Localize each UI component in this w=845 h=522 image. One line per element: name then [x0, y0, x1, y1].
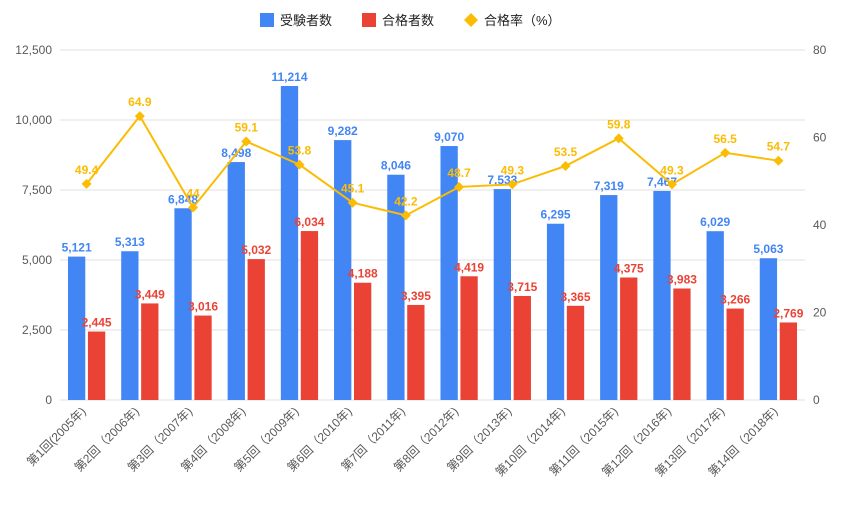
bar-examinees — [653, 191, 670, 400]
right-axis-tick: 80 — [813, 43, 827, 57]
bar-examinees — [121, 251, 138, 400]
bar-passers — [727, 309, 744, 400]
bar-label-passers: 3,449 — [135, 287, 165, 301]
pass-rate-label: 64.9 — [128, 95, 152, 109]
left-axis-tick: 0 — [45, 393, 52, 407]
pass-rate-label: 49.3 — [501, 163, 525, 177]
pass-rate-label: 56.5 — [713, 132, 737, 146]
pass-rate-label: 45.1 — [341, 182, 365, 196]
bar-examinees — [387, 175, 404, 400]
chart-svg: 0 2,500 5,000 7,500 10,000 12,500 0 20 40 60 80 5,1… — [0, 0, 845, 522]
chart-container: 0 2,500 5,000 7,500 10,000 12,500 0 20 40 60 80 5,1… — [0, 0, 845, 522]
bar-label-passers: 2,445 — [82, 316, 112, 330]
bar-examinees — [228, 162, 245, 400]
bar-passers — [354, 283, 371, 400]
pass-rate-label: 44 — [186, 187, 200, 201]
pass-rate-label: 59.8 — [607, 117, 631, 131]
bar-label-passers: 4,375 — [614, 262, 644, 276]
bar-label-passers: 4,188 — [348, 267, 378, 281]
bar-label-examinees: 5,121 — [62, 241, 92, 255]
right-axis-tick: 60 — [813, 131, 827, 145]
left-axis-tick: 5,000 — [22, 253, 52, 267]
bar-label-examinees: 5,313 — [115, 235, 145, 249]
bar-passers — [301, 231, 318, 400]
bar-passers — [460, 276, 477, 400]
bar-label-examinees: 8,046 — [381, 159, 411, 173]
bar-label-passers: 2,769 — [773, 306, 803, 320]
bar-label-examinees: 6,029 — [700, 215, 730, 229]
pass-rate-label: 59.1 — [235, 120, 259, 134]
bar-passers — [780, 322, 797, 400]
bar-label-passers: 4,419 — [454, 260, 484, 274]
bar-label-passers: 3,983 — [667, 272, 697, 286]
bar-label-passers: 3,715 — [507, 280, 537, 294]
bar-label-passers: 3,266 — [720, 293, 750, 307]
bar-examinees — [760, 258, 777, 400]
left-axis-tick: 12,500 — [15, 43, 52, 57]
left-axis-tick: 7,500 — [22, 183, 52, 197]
bar-passers — [567, 306, 584, 400]
left-axis-tick: 10,000 — [15, 113, 52, 127]
pass-rate-label: 53.8 — [288, 144, 312, 158]
bar-label-examinees: 11,214 — [271, 70, 307, 84]
bar-label-passers: 6,034 — [294, 215, 324, 229]
bar-passers — [248, 259, 265, 400]
legend-label: 受験者数 — [280, 13, 332, 28]
legend-label: 合格率（%） — [484, 13, 561, 28]
pass-rate-label: 49.3 — [660, 163, 684, 177]
bar-examinees — [494, 189, 511, 400]
bar-passers — [88, 332, 105, 400]
left-axis-tick: 2,500 — [22, 323, 52, 337]
bar-examinees — [600, 195, 617, 400]
pass-rate-marker — [773, 156, 783, 166]
legend-swatch — [260, 13, 274, 27]
bar-label-examinees: 5,063 — [753, 242, 783, 256]
bar-label-passers: 3,395 — [401, 289, 431, 303]
legend-swatch — [464, 13, 478, 27]
bar-label-passers: 3,016 — [188, 300, 218, 314]
bar-passers — [407, 305, 424, 400]
pass-rate-label: 42.2 — [394, 194, 418, 208]
bar-label-examinees: 6,295 — [541, 208, 571, 222]
bar-passers — [514, 296, 531, 400]
pass-rate-label: 54.7 — [767, 140, 791, 154]
pass-rate-label: 48.7 — [447, 166, 471, 180]
bar-label-passers: 5,032 — [241, 243, 271, 257]
legend-swatch — [362, 13, 376, 27]
right-axis-tick: 40 — [813, 218, 827, 232]
right-axis-tick: 20 — [813, 306, 827, 320]
bar-examinees — [547, 224, 564, 400]
bar-examinees — [707, 231, 724, 400]
bar-passers — [673, 288, 690, 400]
bar-label-examinees: 7,319 — [594, 179, 624, 193]
legend-label: 合格者数 — [382, 13, 434, 28]
bar-examinees — [281, 86, 298, 400]
bar-passers — [620, 278, 637, 401]
pass-rate-label: 49.4 — [75, 163, 99, 177]
bar-label-examinees: 9,070 — [434, 130, 464, 144]
bar-passers — [141, 303, 158, 400]
bar-passers — [194, 316, 211, 400]
right-axis-tick: 0 — [813, 393, 820, 407]
pass-rate-marker — [561, 161, 571, 171]
pass-rate-marker — [720, 148, 730, 158]
pass-rate-label: 53.5 — [554, 145, 578, 159]
bar-label-passers: 3,365 — [560, 290, 590, 304]
bar-label-examinees: 9,282 — [328, 124, 358, 138]
